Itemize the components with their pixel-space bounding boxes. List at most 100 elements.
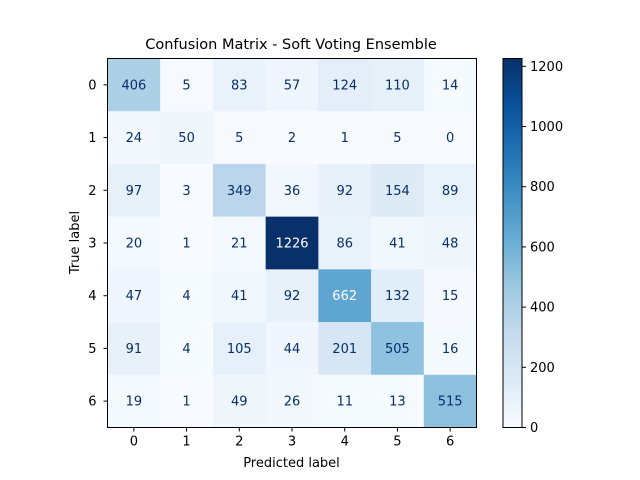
cell-value-label: 406 [121,78,146,93]
cell-value-label: 36 [284,184,301,199]
heatmap-cells [107,58,477,428]
cell-value-label: 24 [126,131,143,146]
cell-value-label: 515 [438,395,463,410]
cell-value-label: 14 [442,78,459,93]
heatmap-cell [371,111,425,165]
y-tick-label: 5 [88,342,96,357]
heatmap-cell [212,163,266,217]
heatmap-cell [107,374,161,428]
y-tick-label: 2 [88,184,96,199]
heatmap-cell [212,269,266,323]
y-tick-label: 6 [88,395,96,410]
cell-value-label: 19 [126,395,143,410]
heatmap-cell [371,269,425,323]
heatmap-cell [160,58,214,112]
heatmap-cell [318,111,372,165]
cell-value-label: 1 [182,395,190,410]
heatmap-cell [371,322,425,376]
x-tick-label: 0 [130,435,138,450]
cell-value-label: 662 [332,289,357,304]
cell-value-label: 91 [126,342,143,357]
cell-value-label: 92 [336,184,353,199]
y-tick-label: 3 [88,237,96,252]
heatmap-cell [318,216,372,270]
x-axis-label: Predicted label [243,456,340,471]
heatmap-cell [212,374,266,428]
heatmap-cell [160,322,214,376]
cell-value-label: 15 [442,289,459,304]
cell-value-label: 50 [178,131,195,146]
heatmap-cell [107,58,161,112]
cell-value-label: 5 [393,131,401,146]
chart-title: Confusion Matrix - Soft Voting Ensemble [145,37,437,53]
cell-value-label: 110 [385,78,410,93]
heatmap-cell [107,163,161,217]
heatmap-cell [107,322,161,376]
y-axis-ticks: 0 1 2 3 4 5 6 [88,78,108,410]
cell-value-label: 13 [389,395,406,410]
heatmap-cell [318,163,372,217]
x-tick-label: 1 [182,435,190,450]
colorbar-tick-label: 0 [530,421,538,436]
heatmap-cell [318,58,372,112]
cell-value-label: 97 [126,184,143,199]
heatmap-cell [423,269,477,323]
heatmap-cell [212,216,266,270]
heatmap-cell [265,322,319,376]
colorbar-tick-label: 200 [530,361,555,376]
cell-value-label: 1 [182,237,190,252]
heatmap-cell [160,111,214,165]
cell-value-label: 201 [332,342,357,357]
heatmap-cell [212,58,266,112]
heatmap-cell [371,163,425,217]
heatmap-cell [423,216,477,270]
heatmap-cell [265,216,319,270]
x-tick-label: 5 [393,435,401,450]
heatmap-cell [265,163,319,217]
heatmap-cell [265,58,319,112]
cell-value-label: 4 [182,289,190,304]
heatmap-cell [107,216,161,270]
colorbar [502,58,523,428]
cell-value-label: 105 [227,342,252,357]
heatmap-cell [160,216,214,270]
cell-value-label: 20 [126,237,143,252]
heatmap-cell [107,111,161,165]
cell-value-label: 124 [332,78,357,93]
cell-value-label: 89 [442,184,459,199]
colorbar-tick-label: 400 [530,301,555,316]
colorbar-tick-label: 600 [530,240,555,255]
heatmap-cell [371,58,425,112]
cell-value-label: 47 [126,289,143,304]
x-axis-ticks: 0 1 2 3 4 5 6 [130,427,454,450]
heatmap-cell [371,374,425,428]
cell-value-label: 0 [446,131,454,146]
heatmap-cell [265,111,319,165]
cell-value-label: 21 [231,237,248,252]
x-tick-label: 3 [288,435,296,450]
cell-value-label: 49 [231,395,248,410]
heatmap-cell [371,216,425,270]
heatmap-cell [423,374,477,428]
heatmap-cell [160,163,214,217]
cell-value-label: 2 [288,131,296,146]
colorbar-tick-label: 1000 [530,120,563,135]
x-tick-label: 2 [235,435,243,450]
heatmap-cell [318,322,372,376]
heatmap-cell [423,111,477,165]
cell-value-label: 4 [182,342,190,357]
cell-value-label: 132 [385,289,410,304]
cell-value-label: 26 [284,395,301,410]
cell-value-label: 57 [284,78,301,93]
cell-value-label: 44 [284,342,301,357]
cell-value-label: 1226 [275,237,308,252]
y-tick-label: 0 [88,78,96,93]
heatmap-cell [212,322,266,376]
heatmap-cell [265,269,319,323]
cell-value-label: 3 [182,184,190,199]
cell-value-label: 48 [442,237,459,252]
heatmap-cell [318,374,372,428]
heatmap-cell [423,163,477,217]
